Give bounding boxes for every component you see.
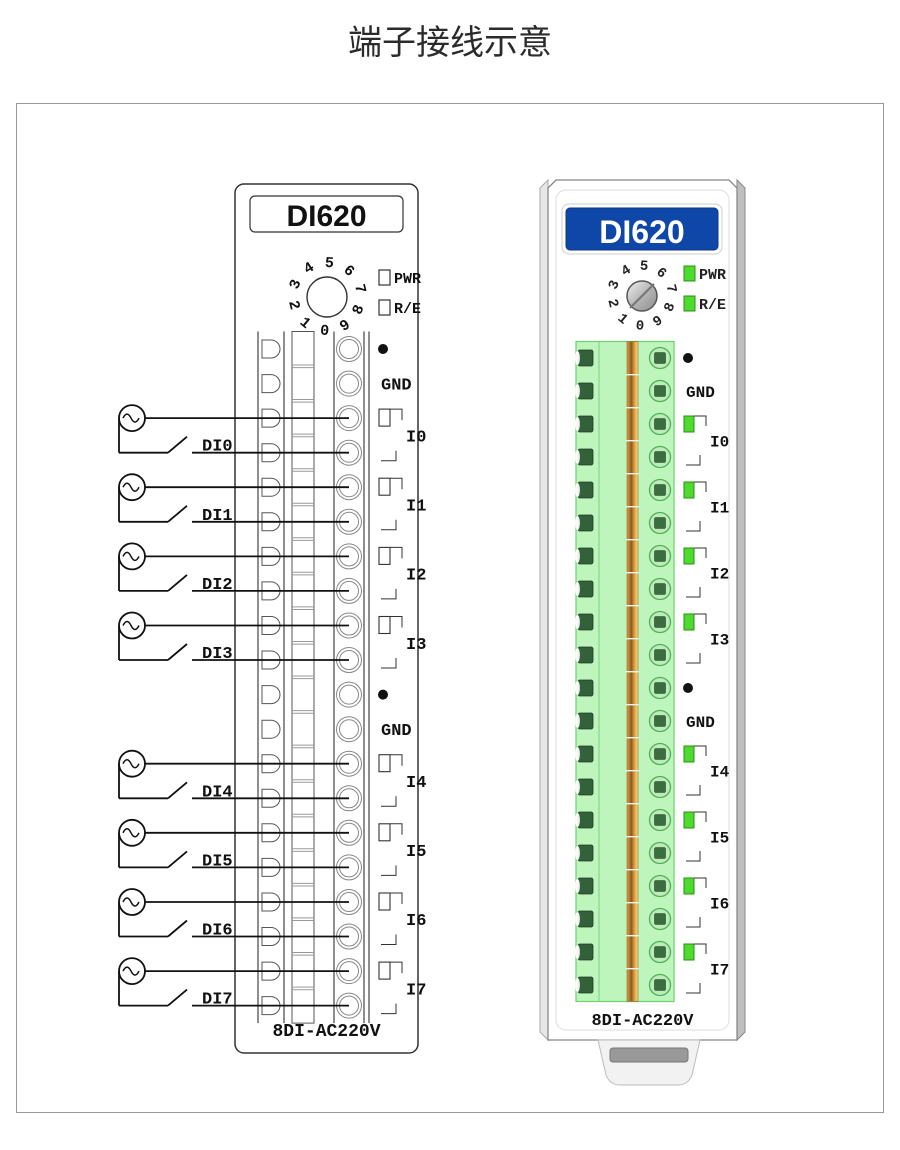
svg-text:PWR: PWR xyxy=(699,267,726,284)
svg-text:5: 5 xyxy=(639,259,649,276)
svg-text:8DI-AC220V: 8DI-AC220V xyxy=(591,1012,694,1031)
svg-text:I6: I6 xyxy=(710,896,729,914)
svg-text:DI620: DI620 xyxy=(599,214,684,250)
svg-text:I0: I0 xyxy=(710,434,729,452)
svg-text:GND: GND xyxy=(686,384,715,402)
svg-text:I3: I3 xyxy=(710,632,729,650)
svg-text:I4: I4 xyxy=(710,764,730,782)
svg-text:GND: GND xyxy=(686,714,715,732)
svg-text:R/E: R/E xyxy=(699,297,726,314)
svg-text:I7: I7 xyxy=(710,962,729,980)
svg-text:I1: I1 xyxy=(710,500,729,518)
svg-text:0: 0 xyxy=(635,318,645,335)
svg-text:I5: I5 xyxy=(710,830,729,848)
svg-text:I2: I2 xyxy=(710,566,729,584)
